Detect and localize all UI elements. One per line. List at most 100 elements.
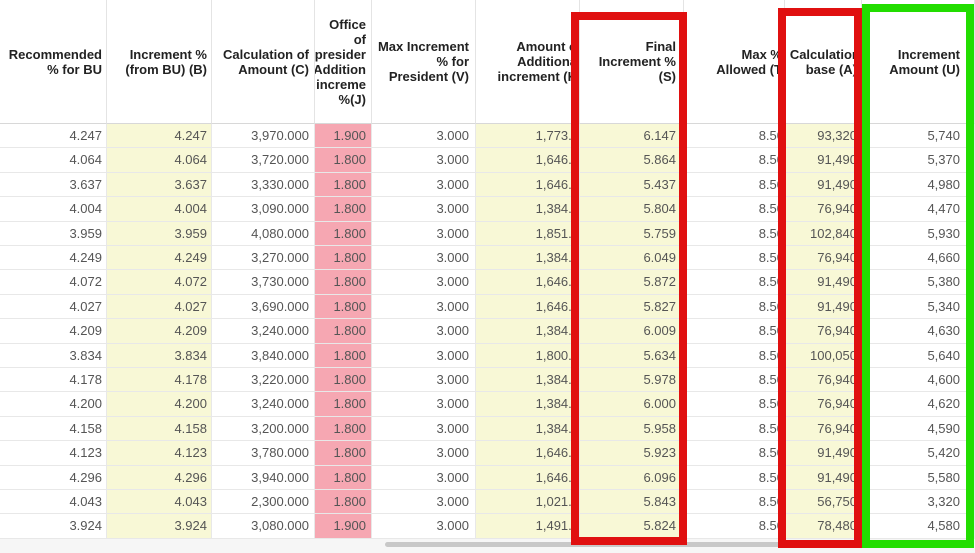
- table-cell: 4.043: [0, 490, 107, 515]
- table-cell: 4.158: [0, 416, 107, 442]
- table-cell: 3,940.000: [212, 465, 315, 490]
- table-cell: 3.000: [372, 343, 476, 368]
- table-cell: 3.959: [0, 221, 107, 246]
- table-cell: 1.800: [315, 197, 372, 222]
- table-cell: 91,490: [785, 148, 862, 173]
- table-cell: 3.924: [0, 514, 107, 539]
- table-cell: 76,940: [785, 319, 862, 344]
- table-cell: 1.800: [315, 465, 372, 490]
- table-cell: 3,780.000: [212, 441, 315, 466]
- table-cell: 3.000: [372, 514, 476, 539]
- column-header: Calculation of Amount (C): [212, 0, 315, 124]
- table-cell: 3.834: [0, 343, 107, 368]
- table-cell: 4,630: [862, 319, 975, 344]
- column-header: Max Increment% for President (V): [372, 0, 476, 124]
- table-cell: 6.096: [580, 465, 684, 490]
- header-line: increme: [316, 76, 366, 92]
- table-cell: 3.959: [107, 221, 212, 246]
- table-cell: 1.800: [315, 221, 372, 246]
- table-cell: 3.000: [372, 441, 476, 466]
- table-cell: 1.800: [315, 343, 372, 368]
- table-cell: 5,380: [862, 270, 975, 295]
- table-cell: 8.50: [684, 172, 785, 198]
- table-cell: 3,090.000: [212, 197, 315, 222]
- table-cell: 1,384.9: [476, 197, 580, 222]
- table-cell: 8.50: [684, 514, 785, 539]
- header-line: Amount o: [516, 39, 577, 54]
- table-cell: 5,580: [862, 465, 975, 490]
- table-cell: 8.50: [684, 246, 785, 271]
- table-cell: 4.064: [0, 148, 107, 173]
- table-cell: 4,660: [862, 246, 975, 271]
- table-cell: 1,384.9: [476, 416, 580, 442]
- header-line: Max Increment: [377, 39, 469, 54]
- table-cell: 76,940: [785, 197, 862, 222]
- table-cell: 91,490: [785, 270, 862, 295]
- table-cell: 3,730.000: [212, 270, 315, 295]
- table-cell: 8.50: [684, 392, 785, 417]
- table-cell: 1.800: [315, 368, 372, 393]
- table-cell: 1,491.1: [476, 514, 580, 539]
- table-cell: 5,370: [862, 148, 975, 173]
- table-cell: 3,690.000: [212, 294, 315, 320]
- table-cell: 56,750: [785, 490, 862, 515]
- table-cell: 3.000: [372, 221, 476, 246]
- table-cell: 1,646.8: [476, 294, 580, 320]
- table-cell: 4.004: [0, 197, 107, 222]
- column-header: Calculatior base (A): [785, 0, 862, 124]
- table-cell: 1,646.8: [476, 270, 580, 295]
- table-cell: 1.800: [315, 294, 372, 320]
- table-cell: 4.200: [107, 392, 212, 417]
- table-cell: 4,980: [862, 172, 975, 198]
- table-cell: 1.800: [315, 148, 372, 173]
- table-cell: 3.000: [372, 148, 476, 173]
- table-cell: 1.800: [315, 416, 372, 442]
- table-cell: 1,773.0: [476, 124, 580, 149]
- table-cell: 4.296: [0, 465, 107, 490]
- table-cell: 3.000: [372, 172, 476, 198]
- table-cell: 4.064: [107, 148, 212, 173]
- table-cell: 3.000: [372, 416, 476, 442]
- table-cell: 4,080.000: [212, 221, 315, 246]
- table-cell: 1,021.5: [476, 490, 580, 515]
- table-cell: 4.249: [0, 246, 107, 271]
- table-cell: 8.50: [684, 124, 785, 149]
- table-cell: 4,590: [862, 416, 975, 442]
- table-cell: 3.000: [372, 368, 476, 393]
- table-cell: 91,490: [785, 294, 862, 320]
- header-line: Amount (U): [889, 61, 960, 77]
- header-line: Calculation of: [223, 46, 309, 62]
- table-cell: 3,320: [862, 490, 975, 515]
- table-cell: 6.000: [580, 392, 684, 417]
- table-cell: 3,970.000: [212, 124, 315, 149]
- table-cell: 3,220.000: [212, 368, 315, 393]
- table-cell: 8.50: [684, 465, 785, 490]
- column-header: Max % Allowed (T: [684, 0, 785, 124]
- table-cell: 1,646.8: [476, 465, 580, 490]
- table-cell: 4.209: [107, 319, 212, 344]
- header-line: Addition: [315, 61, 366, 77]
- header-line: Recommended: [8, 46, 102, 62]
- table-cell: 1,800.9: [476, 343, 580, 368]
- table-cell: 3.000: [372, 319, 476, 344]
- table-cell: 5,420: [862, 441, 975, 466]
- table-cell: 4.249: [107, 246, 212, 271]
- highlight-box: [571, 12, 687, 545]
- table-cell: 8.50: [684, 294, 785, 320]
- column-header: Amount o Additiona increment (K: [476, 0, 580, 124]
- header-line: Allowed (T: [716, 61, 782, 77]
- header-line: presider: [315, 46, 366, 62]
- table-cell: 5.634: [580, 343, 684, 368]
- header-line: Amount (C): [238, 61, 309, 77]
- table-cell: 1.900: [315, 514, 372, 539]
- table-cell: 3,240.000: [212, 392, 315, 417]
- table-cell: 3.637: [0, 172, 107, 198]
- table-cell: 8.50: [684, 441, 785, 466]
- table-cell: 100,050: [785, 343, 862, 368]
- table-cell: 8.50: [684, 416, 785, 442]
- header-line: (from BU) (B): [125, 61, 207, 77]
- table-cell: 4.158: [107, 416, 212, 442]
- table-cell: 4.027: [107, 294, 212, 320]
- header-line: President (V): [388, 69, 469, 84]
- table-cell: 3.000: [372, 270, 476, 295]
